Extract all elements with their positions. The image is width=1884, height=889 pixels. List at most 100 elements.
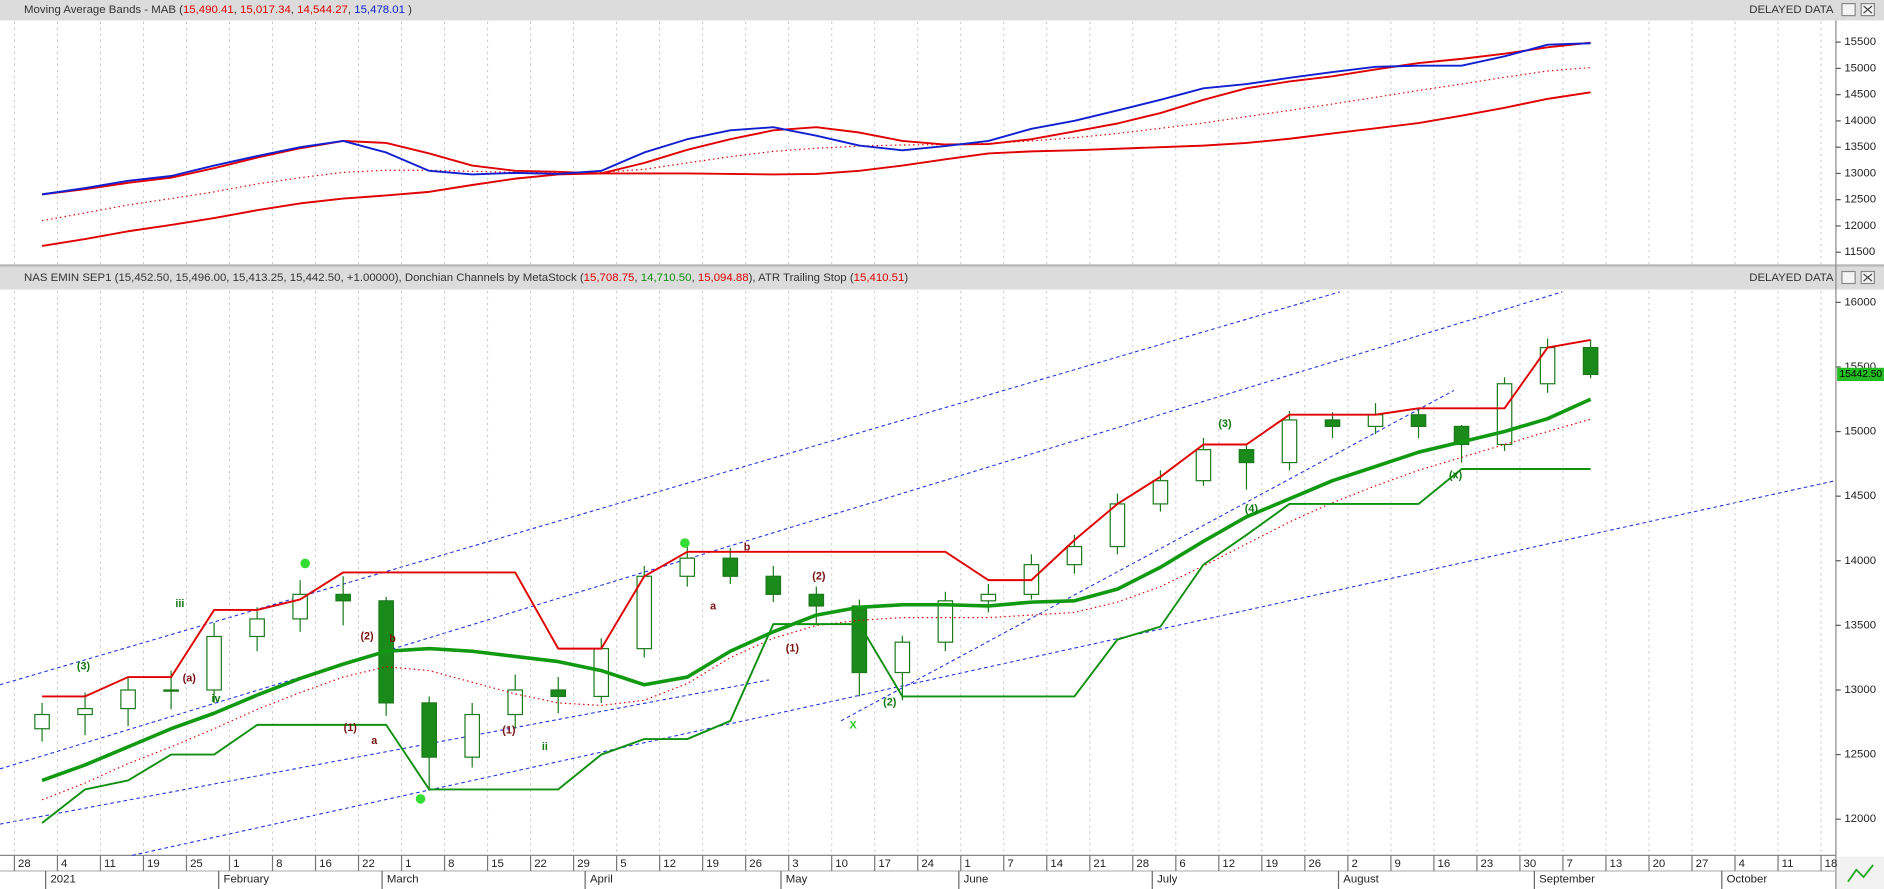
header-segment: 15,094.88: [698, 272, 749, 284]
series-line: [41, 41, 1591, 196]
x-tick-label: 19: [1265, 858, 1278, 870]
candle-body: [1152, 480, 1169, 505]
candle-body: [636, 575, 653, 650]
annotation: a: [710, 601, 717, 613]
candle-body: [550, 689, 567, 698]
annotation: (x): [1449, 470, 1463, 482]
restore-button[interactable]: [1841, 3, 1856, 17]
candle-body: [722, 557, 739, 577]
x-tick-label: 19: [147, 858, 160, 870]
annotation: (4): [1245, 503, 1259, 515]
x-tick-label: 25: [190, 858, 203, 870]
month-label: July: [1157, 873, 1178, 885]
series-line: [41, 397, 1592, 783]
x-tick-label: 16: [1438, 858, 1451, 870]
x-tick-label: 30: [1524, 858, 1537, 870]
header-segment: ,: [234, 4, 240, 16]
x-tick-label: 11: [1782, 858, 1794, 870]
x-tick-label: 17: [878, 858, 891, 870]
candle-body: [507, 689, 524, 716]
x-tick-label: 21: [1093, 858, 1106, 870]
candle-body: [77, 707, 93, 716]
y-tick-label: 12000: [1844, 813, 1876, 825]
x-tick-label: 10: [835, 858, 848, 870]
candle-body: [1238, 449, 1255, 464]
y-tick-label: 15000: [1844, 62, 1876, 74]
corner-icon: [1847, 864, 1874, 883]
x-tick-label: 2: [1351, 858, 1357, 870]
x-tick-label: 28: [18, 858, 31, 870]
bottom-window-buttons[interactable]: [1841, 270, 1875, 285]
price-label-box: [1837, 367, 1884, 381]
top-header-bar: [0, 0, 1884, 21]
x-tick-label: 20: [1653, 858, 1666, 870]
header-segment: ,: [692, 272, 698, 284]
header-segment: ): [904, 272, 908, 284]
close-icon: [1863, 273, 1873, 282]
series-line: [41, 91, 1591, 247]
candle-body: [851, 605, 868, 674]
annotation: iv: [211, 693, 220, 705]
x-tick-label: 4: [1739, 858, 1746, 870]
annotation: (2): [812, 571, 826, 583]
header-segment: 15,017.34: [240, 4, 291, 16]
annotations: (3) iii (a) iv (1) a (2) b (1) ii (2) (1…: [77, 418, 1463, 804]
annotation: (3): [1218, 418, 1232, 430]
wave-marker: [415, 794, 426, 804]
annotation: (1): [502, 724, 516, 736]
candle-body: [1410, 414, 1427, 427]
x-tick-label: 3: [792, 858, 798, 870]
annotation: X: [849, 719, 857, 731]
x-tick-label: 16: [319, 858, 332, 870]
month-label: August: [1343, 873, 1379, 885]
series-line: [41, 42, 1591, 196]
header-segment: ), ATR Trailing Stop (: [749, 272, 854, 284]
annotation: ii: [542, 741, 548, 753]
annotation: (2): [883, 697, 897, 709]
x-tick-label: 8: [276, 858, 282, 870]
trend-line: [0, 291, 1563, 770]
plot-layer: [13, 21, 1822, 856]
candle-body: [980, 593, 997, 602]
candle-body: [206, 635, 222, 691]
candle-body: [163, 689, 179, 692]
annotation: (1): [786, 643, 800, 655]
restore-button[interactable]: [1841, 270, 1856, 285]
header-segment: 14,710.50: [641, 272, 692, 284]
candle-body: [421, 702, 437, 758]
candle-body: [120, 689, 136, 710]
x-tick-label: 24: [921, 858, 934, 870]
x-tick-label: 6: [1179, 858, 1185, 870]
x-tick-label: 26: [749, 858, 762, 870]
x-tick-label: 8: [448, 858, 454, 870]
candle-body: [1324, 419, 1341, 427]
x-tick-label: 12: [1222, 858, 1235, 870]
y-tick-label: 16000: [1844, 296, 1876, 308]
wave-marker: [300, 558, 310, 569]
x-tick-label: 1: [405, 858, 411, 870]
top-window-buttons[interactable]: [1841, 3, 1875, 17]
candle-body: [464, 713, 481, 758]
x-tick-label: 7: [1007, 858, 1013, 870]
x-tick-label: 5: [620, 858, 626, 870]
month-label: April: [590, 873, 613, 885]
wave-marker: [680, 538, 690, 548]
price-label: 15442.50: [1840, 369, 1883, 380]
candle-body: [1281, 419, 1298, 464]
x-tick-label: 22: [534, 858, 547, 870]
x-tick-label: 18: [1825, 858, 1838, 870]
trend-line: [0, 291, 1340, 686]
y-tick-label: 15500: [1844, 361, 1876, 373]
status-label: DELAYED DATA: [1749, 272, 1834, 284]
month-label: March: [387, 873, 419, 885]
bottom-header-bar: [0, 266, 1884, 290]
candle-body: [894, 641, 911, 674]
trend-lines: [0, 291, 1837, 856]
x-tick-label: 12: [663, 858, 676, 870]
annotation: a: [371, 735, 378, 747]
header-segment: ,: [348, 4, 354, 16]
y-tick-label: 13500: [1844, 141, 1876, 153]
y-tick-label: 14000: [1844, 555, 1876, 567]
